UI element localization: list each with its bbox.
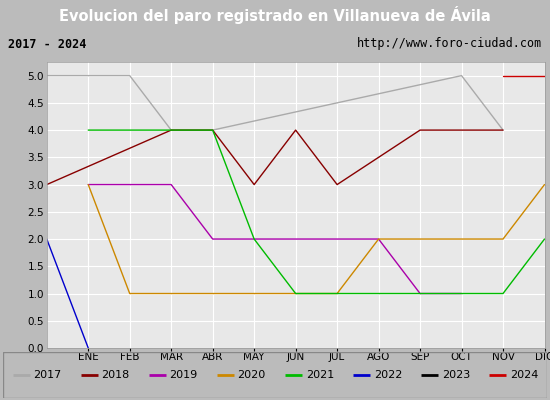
Text: 2020: 2020 (238, 370, 266, 380)
Text: 2024: 2024 (510, 370, 538, 380)
Text: 2022: 2022 (373, 370, 402, 380)
Text: 2021: 2021 (306, 370, 334, 380)
Text: 2017 - 2024: 2017 - 2024 (8, 38, 86, 50)
Text: 2017: 2017 (34, 370, 62, 380)
Text: Evolucion del paro registrado en Villanueva de Ávila: Evolucion del paro registrado en Villanu… (59, 6, 491, 24)
Text: 2019: 2019 (169, 370, 198, 380)
Text: 2023: 2023 (442, 370, 470, 380)
Text: http://www.foro-ciudad.com: http://www.foro-ciudad.com (356, 38, 542, 50)
Text: 2018: 2018 (101, 370, 130, 380)
